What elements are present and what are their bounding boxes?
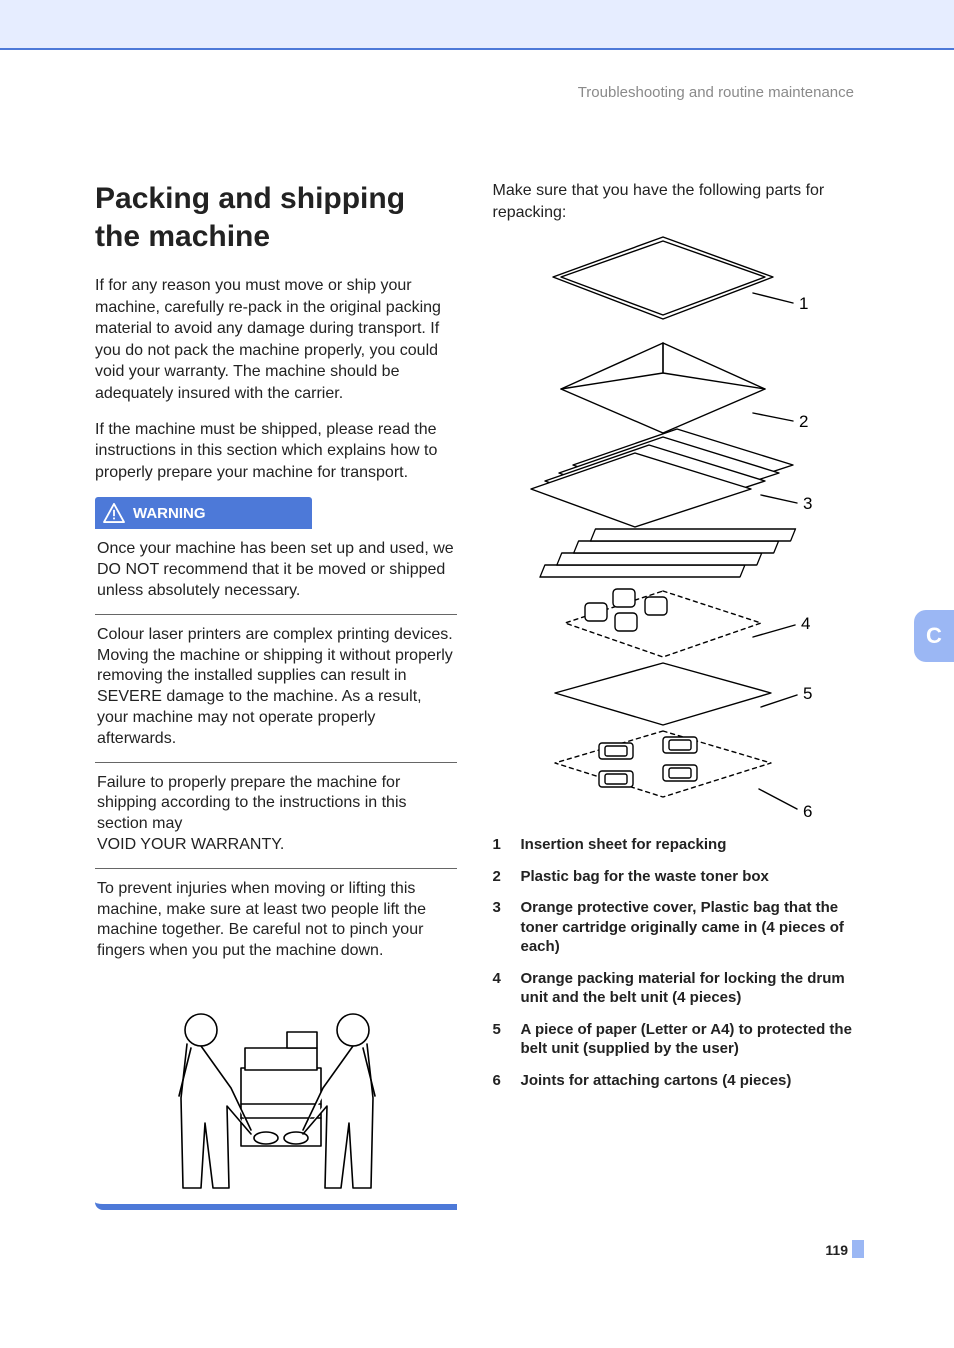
parts-item-num: 6 — [493, 1071, 507, 1091]
parts-item-text: Joints for attaching cartons (4 pieces) — [521, 1071, 792, 1091]
callout-3: 3 — [803, 494, 812, 513]
parts-item-num: 5 — [493, 1020, 507, 1059]
page-number-mark — [852, 1240, 864, 1258]
parts-item: 6 Joints for attaching cartons (4 pieces) — [493, 1071, 855, 1091]
warning-cells: Once your machine has been set up and us… — [95, 529, 457, 974]
lifting-illustration — [131, 988, 421, 1198]
parts-item-num: 1 — [493, 835, 507, 855]
callout-4: 4 — [801, 614, 810, 633]
callout-2: 2 — [799, 412, 808, 431]
callout-1: 1 — [799, 294, 808, 313]
parts-item-text: Plastic bag for the waste toner box — [521, 867, 769, 887]
parts-item-num: 4 — [493, 969, 507, 1008]
warning-box: WARNING Once your machine has been set u… — [95, 497, 457, 974]
warning-label: WARNING — [133, 505, 206, 522]
intro-paragraph-2: If the machine must be shipped, please r… — [95, 419, 457, 484]
warning-icon — [103, 503, 125, 523]
page-title: Packing and shipping the machine — [95, 180, 457, 255]
parts-item: 2 Plastic bag for the waste toner box — [493, 867, 855, 887]
parts-item-text: A piece of paper (Letter or A4) to prote… — [521, 1020, 855, 1059]
parts-item: 3Orange protective cover, Plastic bag th… — [493, 898, 855, 957]
content: Packing and shipping the machine If for … — [0, 50, 954, 1210]
left-column: Packing and shipping the machine If for … — [95, 180, 457, 1210]
breadcrumb: Troubleshooting and routine maintenance — [578, 84, 854, 101]
parts-item-num: 2 — [493, 867, 507, 887]
header-band — [0, 0, 954, 50]
parts-item: 5 A piece of paper (Letter or A4) to prot… — [493, 1020, 855, 1059]
callout-6: 6 — [803, 802, 812, 821]
parts-figure: 1 2 3 4 5 6 — [493, 233, 855, 823]
warning-cell: Once your machine has been set up and us… — [95, 529, 457, 614]
parts-item-num: 3 — [493, 898, 507, 957]
parts-item-text: Insertion sheet for repacking — [521, 835, 727, 855]
parts-item-text: Orange packing material for locking the … — [521, 969, 855, 1008]
page-number: 119 — [825, 1242, 848, 1258]
right-column: Make sure that you have the following pa… — [493, 180, 855, 1210]
parts-intro: Make sure that you have the following pa… — [493, 180, 855, 223]
parts-list: 1 Insertion sheet for repacking 2 Plastic … — [493, 835, 855, 1090]
lifting-figure — [95, 982, 457, 1210]
parts-item: 4 Orange packing material for locking the… — [493, 969, 855, 1008]
warning-cell: Colour laser printers are complex printi… — [95, 615, 457, 763]
parts-item: 1 Insertion sheet for repacking — [493, 835, 855, 855]
intro-paragraph-1: If for any reason you must move or ship … — [95, 275, 457, 405]
parts-illustration: 1 2 3 4 5 6 — [513, 233, 833, 823]
warning-cell: To prevent injuries when moving or lifti… — [95, 869, 457, 974]
section-tab: C — [914, 610, 954, 662]
page: Troubleshooting and routine maintenance … — [0, 0, 954, 1348]
parts-item-text: Orange protective cover, Plastic bag tha… — [521, 898, 855, 957]
callout-5: 5 — [803, 684, 812, 703]
warning-header: WARNING — [95, 497, 312, 529]
warning-cell: Failure to properly prepare the machine … — [95, 763, 457, 869]
